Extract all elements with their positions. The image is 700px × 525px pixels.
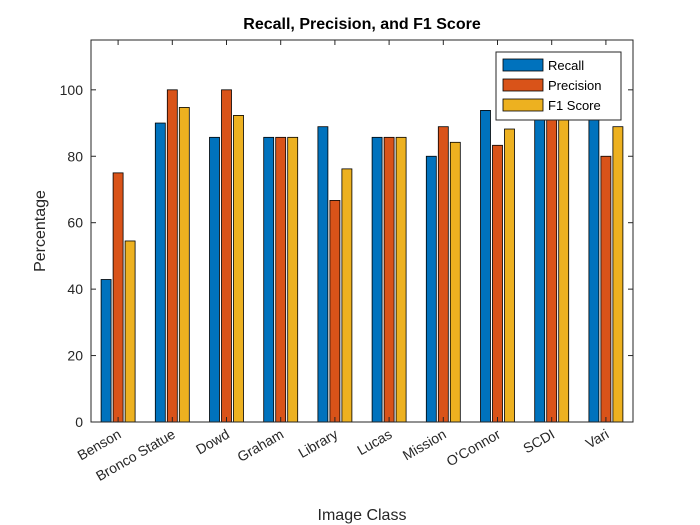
bar-f1-score-graham — [287, 136, 299, 423]
bar-f1-score-library — [341, 168, 353, 423]
y-tick-label: 80 — [67, 148, 83, 164]
bar-precision-lucas — [383, 136, 395, 423]
bar-precision-bronco-statue — [166, 89, 178, 423]
bar-f1-score-benson — [124, 240, 136, 423]
bar-precision-library — [329, 200, 341, 423]
x-tick-label: Lucas — [354, 426, 394, 459]
bar-precision-mission — [437, 126, 449, 423]
bar-f1-score-dowd — [233, 115, 244, 423]
y-tick-label: 40 — [67, 281, 83, 297]
bar-f1-score-scdi — [558, 103, 570, 423]
legend: Recall Precision F1 Score — [495, 51, 622, 121]
bar-recall-dowd — [209, 136, 220, 423]
bar-recall-bronco-statue — [154, 122, 166, 423]
legend-swatch — [502, 98, 544, 112]
bar-recall-benson — [100, 279, 112, 423]
bar-f1-score-vari — [612, 126, 624, 423]
bar-f1-score-lucas — [395, 136, 407, 423]
bar-f1-score-mission — [449, 141, 461, 423]
y-axis: 0 20 40 60 80 100 — [60, 82, 633, 430]
bar-recall-vari — [588, 89, 600, 423]
bar-precision-o-connor — [492, 144, 503, 423]
bar-recall-mission — [425, 155, 437, 423]
bar-f1-score-bronco-statue — [178, 107, 190, 423]
bar-recall-scdi — [534, 89, 546, 423]
x-tick-label: Library — [295, 426, 340, 461]
legend-swatch — [502, 58, 544, 72]
y-tick-label: 0 — [75, 414, 83, 430]
bar-precision-vari — [600, 155, 612, 423]
bars-group — [100, 89, 624, 423]
bar-recall-graham — [263, 136, 275, 423]
chart-title: Recall, Precision, and F1 Score — [243, 16, 481, 33]
y-axis-label: Percentage — [32, 190, 49, 272]
bar-precision-graham — [275, 136, 287, 423]
y-tick-label: 20 — [67, 348, 83, 364]
legend-label: F1 Score — [548, 98, 601, 113]
bar-recall-library — [317, 126, 329, 423]
x-tick-label: SCDI — [520, 426, 557, 457]
x-axis-label: Image Class — [318, 507, 407, 524]
y-tick-label: 60 — [67, 215, 83, 231]
bar-precision-scdi — [546, 116, 558, 423]
bar-f1-score-o-connor — [504, 128, 515, 423]
x-tick-label: O'Connor — [443, 426, 503, 470]
bar-precision-dowd — [221, 89, 232, 423]
x-tick-label: Graham — [234, 426, 286, 465]
bar-recall-o-connor — [480, 110, 491, 423]
bar-recall-lucas — [371, 136, 383, 423]
x-tick-label: Dowd — [193, 426, 232, 458]
x-tick-label: Mission — [400, 426, 449, 464]
legend-swatch — [502, 78, 544, 92]
x-tick-label: Vari — [583, 426, 612, 452]
legend-label: Recall — [548, 58, 584, 73]
plot-area-frame — [90, 39, 634, 423]
y-tick-label: 100 — [60, 82, 84, 98]
legend-label: Precision — [548, 78, 601, 93]
bar-precision-benson — [112, 172, 124, 423]
